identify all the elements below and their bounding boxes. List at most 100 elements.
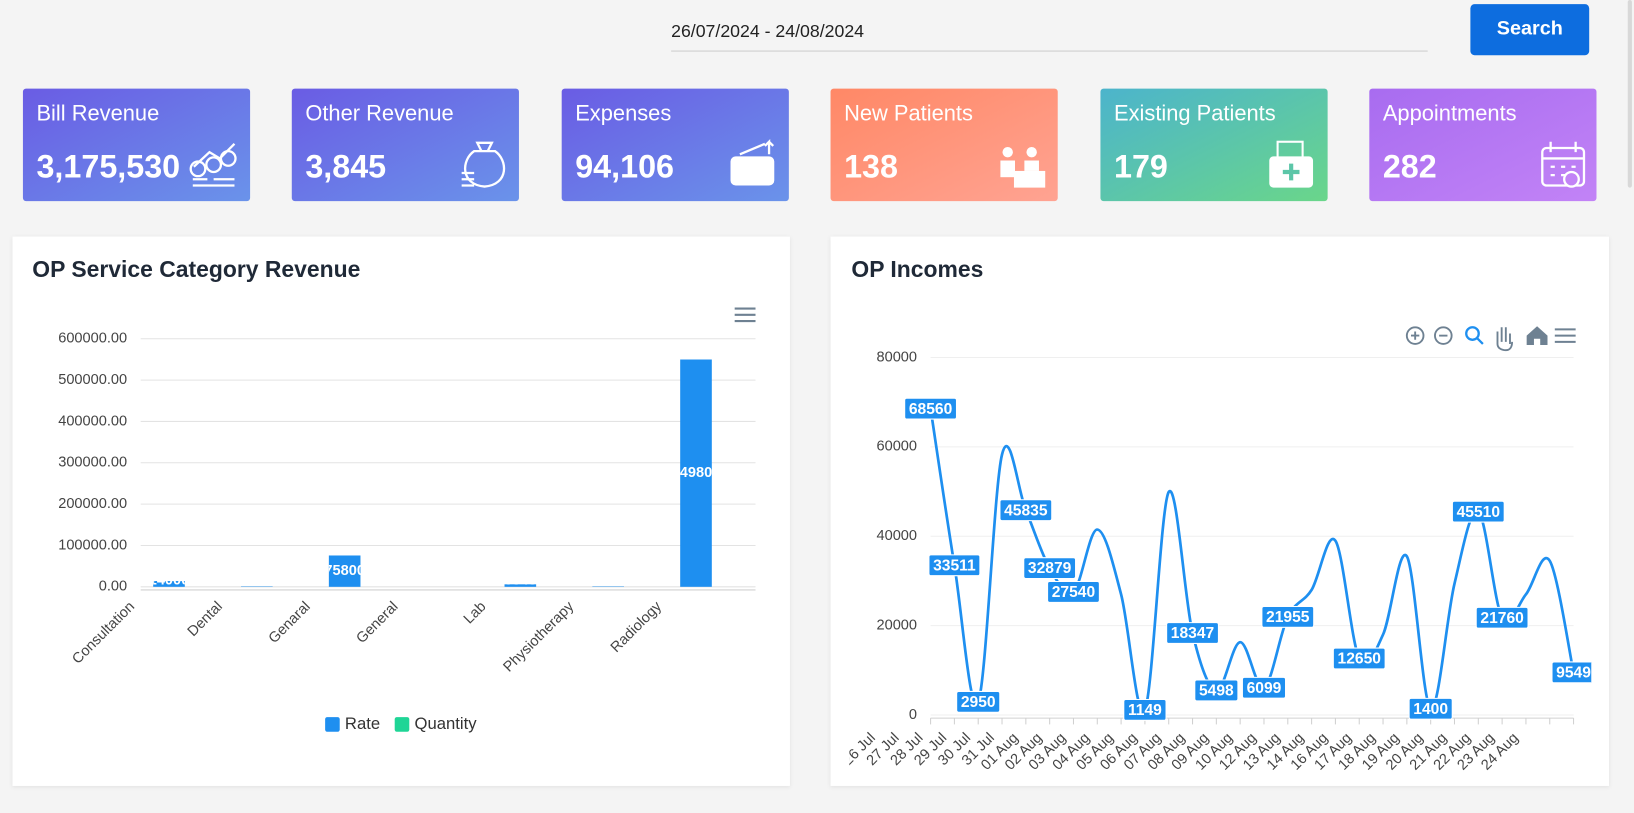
bar [153,581,185,587]
y-tick-label: 600000.00 [58,331,127,347]
card-label: New Patients [844,100,973,125]
data-label: 33511 [933,557,976,574]
card-background [1369,88,1597,202]
legend-swatch [325,717,340,732]
stat-card: Bill Revenue 3,175,530 [22,88,251,202]
y-tick-label: 0 [909,707,917,723]
data-label: 21760 [1480,610,1524,627]
card-label: Expenses [575,100,671,125]
stat-card: Other Revenue 3,845 [291,88,519,202]
data-label: 1000 [592,572,624,588]
bar [504,584,537,587]
data-label: 68560 [909,401,953,418]
data-label: 75800 [324,563,365,579]
zoom-out-button[interactable] [1434,326,1453,345]
pan-button[interactable] [1496,327,1514,352]
data-label: 14000 [149,572,190,588]
data-label: 1000 [241,572,273,588]
data-label-box [1451,500,1505,523]
scrollbar [1627,0,1632,188]
bar [680,359,712,587]
data-label-box [1241,676,1287,699]
data-label: 27540 [1052,584,1096,601]
data-label-box [999,499,1053,522]
data-label-box [956,690,1001,713]
calendar-icon [1541,141,1586,188]
stat-card: Appointments 282 [1369,88,1597,202]
panel [12,236,790,786]
data-label: 21955 [1266,609,1310,626]
y-tick-label: 100000.00 [58,537,127,553]
data-label: 45835 [1004,502,1048,519]
chart-menu[interactable] [1554,328,1576,343]
wallet-icon [730,138,775,186]
card-value: 179 [1114,148,1168,184]
data-label: 12650 [1338,651,1382,668]
stat-card: Expenses 94,106 [561,88,789,202]
data-label-box [1332,647,1386,670]
data-label-box [1123,698,1167,721]
y-tick-label: 40000 [876,528,917,544]
y-tick-label: 300000.00 [58,455,127,471]
y-tick-label: 500000.00 [58,372,127,388]
date-range-input[interactable]: 26/07/2024 - 24/08/2024 [671,21,864,41]
data-label-box [928,554,981,577]
stat-card: New Patients 138 [830,88,1058,202]
stat-card: Existing Patients 179 [1100,88,1328,202]
y-tick-label: 0.00 [99,579,127,595]
data-label-box [1023,557,1077,580]
data-label: 5498 [1199,683,1234,700]
bar [328,555,361,587]
chart-title: OP Incomes [851,256,983,282]
data-label: 1400 [1413,701,1448,718]
card-label: Appointments [1383,100,1517,125]
card-value: 3,175,530 [36,148,180,184]
legend-swatch [394,717,410,732]
card-value: 282 [1383,148,1437,184]
data-label-box [1047,581,1100,603]
data-label: 32879 [1028,560,1072,577]
legend-label: Quantity [415,714,478,733]
data-label: 18347 [1171,625,1214,642]
data-label-box [1475,606,1529,629]
coins-icon [189,143,237,187]
y-tick-label: 20000 [876,618,917,634]
data-label: 45510 [1457,504,1501,521]
reset-zoom-button[interactable] [1526,326,1548,346]
data-label-box [1166,622,1219,644]
search-button-label[interactable]: Search [1497,17,1563,39]
chart-menu[interactable] [734,307,756,323]
data-label-box [1194,679,1239,702]
selection-zoom-button[interactable] [1465,326,1484,345]
legend-label: Rate [345,714,380,733]
card-value: 138 [844,148,898,184]
money-bag-icon [461,141,506,188]
data-label: 6099 [1247,680,1282,697]
y-tick-label: 80000 [876,349,917,365]
data-label-box [1551,661,1592,684]
data-label-box [1261,605,1315,628]
card-value: 94,106 [575,148,674,184]
card-value: 3,845 [305,148,386,184]
medical-folder-icon [1269,140,1314,188]
data-label-box [1408,697,1453,720]
data-label-box [904,397,958,420]
data-label: 549800 [672,465,721,481]
zoom-in-button[interactable] [1405,326,1425,345]
chart-title: OP Service Category Revenue [32,256,360,282]
card-label: Bill Revenue [36,100,159,125]
y-tick-label: 400000.00 [58,413,127,429]
data-label: 2950 [961,694,996,711]
card-label: Other Revenue [305,100,453,125]
search-button[interactable] [1470,4,1590,56]
y-tick-label: 200000.00 [58,496,127,512]
data-label: 6040 [504,572,536,588]
data-label: 9549 [1556,665,1591,682]
line-series [929,408,1575,714]
consultation-icon [1000,146,1046,188]
y-tick-label: 60000 [876,439,917,455]
card-label: Existing Patients [1114,100,1276,125]
bar-chart: 0.00 100000.00 200000.00 300000.00 400000.00… [58,331,756,733]
